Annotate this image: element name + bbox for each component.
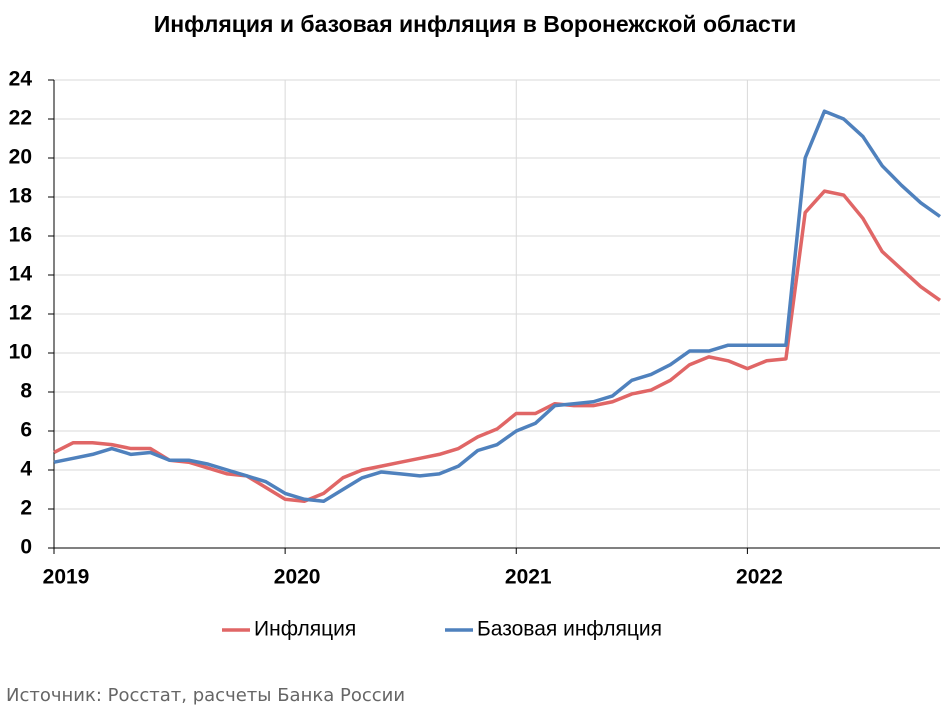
legend-label: Инфляция [254,618,356,641]
y-tick-label: 0 [20,536,32,559]
y-tick-label: 8 [20,380,32,403]
legend-label: Базовая инфляция [477,618,662,641]
y-tick-label: 6 [20,419,32,442]
x-tick-label: 2020 [274,566,321,589]
x-tick-label: 2022 [736,566,783,589]
x-tick-label: 2019 [43,566,90,589]
y-tick-label: 22 [9,107,32,130]
chart-title: Инфляция и базовая инфляция в Воронежско… [154,11,796,37]
y-tick-label: 18 [9,185,33,208]
y-tick-label: 20 [9,146,32,169]
series-line [53,189,942,503]
y-tick-label: 10 [9,341,32,364]
y-tick-label: 2 [20,497,32,520]
x-tick-label: 2021 [505,566,552,589]
series-line [53,109,942,503]
y-tick-label: 14 [9,263,33,286]
y-tick-label: 12 [9,302,32,325]
y-tick-label: 24 [9,68,33,91]
y-tick-label: 4 [20,458,32,481]
source-note: Источник: Росстат, расчеты Банка России [6,685,405,706]
y-tick-label: 16 [9,224,32,247]
